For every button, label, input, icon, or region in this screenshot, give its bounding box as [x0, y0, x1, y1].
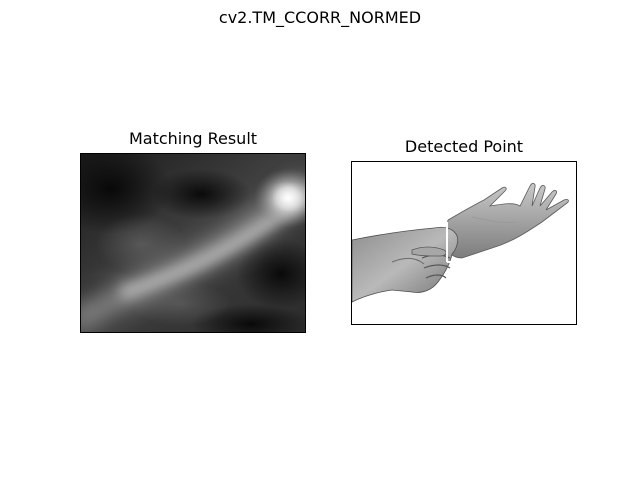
- figure-title: cv2.TM_CCORR_NORMED: [218, 8, 422, 27]
- matching-result-heatmap: [80, 153, 306, 333]
- detected-point-image: [351, 161, 577, 325]
- detected-point-title: Detected Point: [404, 137, 524, 156]
- matching-result-title: Matching Result: [128, 129, 258, 148]
